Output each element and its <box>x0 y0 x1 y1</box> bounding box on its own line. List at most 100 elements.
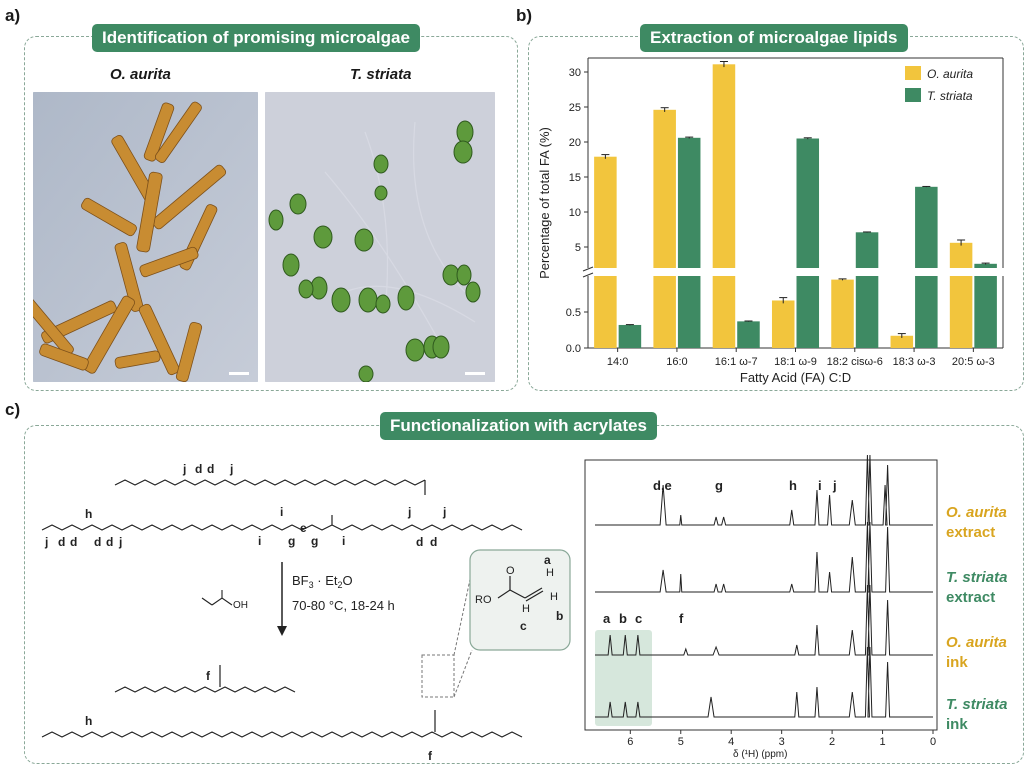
product-label-f1: f <box>206 669 211 683</box>
inset-h1: H <box>522 603 530 615</box>
tg-label-d3: d <box>94 535 101 549</box>
tg-label-d2: d <box>70 535 77 549</box>
bar-aurita <box>831 279 854 348</box>
nmr-x-tick-label: 2 <box>829 736 835 748</box>
inset-structure <box>497 576 544 602</box>
tg-label-g2: g <box>311 534 318 548</box>
product-label-h: h <box>85 714 92 728</box>
inset-c: c <box>520 619 527 633</box>
nmr-trace-3 <box>595 584 933 656</box>
chart-y-label: Percentage of total FA (%) <box>537 127 552 279</box>
nmr-label-aurita-ink: O. aurita ink <box>946 634 1007 671</box>
y-tick-label-upper: 10 <box>569 207 581 219</box>
nmr-x-tick-label: 3 <box>779 736 785 748</box>
bar-striata-lower <box>796 276 820 348</box>
legend-label-aurita: O. aurita <box>927 67 973 81</box>
aurita-filaments <box>33 92 258 382</box>
micrograph-aurita <box>33 92 258 382</box>
acrylate-inset <box>469 549 571 651</box>
nmr-spectra: 6 5 4 3 2 1 0 d,e g h i j a b c f δ (¹H) (ppm) <box>584 455 938 760</box>
bar-striata <box>737 321 760 348</box>
nmr-peak-g: g <box>715 478 723 493</box>
nmr-peak-h: h <box>789 478 797 493</box>
tg-label-j1: j <box>44 535 48 549</box>
inset-connector-bottom <box>453 649 473 698</box>
tg-label-j6: j <box>442 505 446 519</box>
tg-label-g1: g <box>288 534 295 548</box>
bar-striata-lower <box>855 276 879 348</box>
tg-label-e: e <box>300 521 307 535</box>
bar-aurita <box>771 300 795 348</box>
tg-label-d8: d <box>430 535 437 549</box>
y-tick-label-upper: 20 <box>569 137 581 149</box>
panel-b-title: Extraction of microalgae lipids <box>640 24 908 52</box>
x-tick-label: 14:0 <box>607 356 628 368</box>
inset-connector-top <box>453 569 473 656</box>
reagent-label: BF3 · Et2O <box>292 573 353 590</box>
micrograph-striata <box>265 92 495 382</box>
acrylic-acid-oh: OH <box>233 600 248 611</box>
nmr-peak-de: d,e <box>653 478 672 493</box>
x-tick-label: 18:1 ω-9 <box>774 356 817 368</box>
legend-label-striata: T. striata <box>927 89 973 103</box>
x-tick-label: 16:1 ω-7 <box>715 356 758 368</box>
bar-striata-lower <box>974 276 997 348</box>
bar-striata-lower <box>915 276 938 348</box>
nmr-frame <box>584 459 938 731</box>
panel-c-title: Functionalization with acrylates <box>380 412 657 440</box>
nmr-label-striata-ink: T. striata ink <box>946 696 1008 733</box>
bar-aurita-lower <box>712 276 736 348</box>
inset-a: a <box>544 553 551 567</box>
striata-cells <box>265 92 495 382</box>
nmr-trace-4 <box>595 646 933 718</box>
nmr-x-tick-label: 4 <box>728 736 734 748</box>
bar-aurita-lower <box>949 276 973 348</box>
panel-a-letter: a) <box>5 6 21 25</box>
bar-aurita <box>594 156 617 268</box>
tg-label-j3: j <box>182 462 186 476</box>
nmr-x-tick-label: 6 <box>627 736 633 748</box>
bar-aurita-lower <box>653 276 676 348</box>
bar-aurita-lower <box>594 276 617 348</box>
x-tick-label: 18:2 cisω-6 <box>827 356 883 368</box>
scale-bar-aurita <box>229 372 249 375</box>
tg-label-d6: d <box>207 462 214 476</box>
nmr-peak-f: f <box>679 611 684 626</box>
conditions-label: 70-80 °C, 18-24 h <box>292 598 395 613</box>
nmr-x-tick-label: 5 <box>678 736 684 748</box>
inset-h3: H <box>550 591 558 603</box>
reaction-arrowhead <box>277 626 287 636</box>
product-structure <box>41 665 523 738</box>
nmr-label-striata-extract: T. striata extract <box>946 569 1008 606</box>
legend-swatch-aurita <box>905 66 921 80</box>
inset-ro: RO <box>475 594 492 606</box>
species-label-aurita: O. aurita <box>110 66 171 83</box>
bar-aurita <box>949 242 973 268</box>
panel-b-letter: b) <box>516 6 533 25</box>
tg-label-j2: j <box>118 535 122 549</box>
y-tick-label-upper: 5 <box>575 242 581 254</box>
axis-break-mark <box>582 266 594 272</box>
bar-aurita <box>712 64 736 268</box>
bar-striata <box>796 138 820 268</box>
tg-label-d7: d <box>416 535 423 549</box>
nmr-xlabel: δ (¹H) (ppm) <box>733 749 787 760</box>
species-label-striata: T. striata <box>350 66 412 83</box>
y-tick-label-upper: 25 <box>569 102 581 114</box>
nmr-x-tick-label: 1 <box>879 736 885 748</box>
inset-o: O <box>506 565 515 577</box>
bar-striata <box>915 186 938 268</box>
tg-label-j4: j <box>229 462 233 476</box>
tg-label-h: h <box>85 507 92 521</box>
nmr-peak-i: i <box>818 478 822 493</box>
y-tick-label-upper: 30 <box>569 67 581 79</box>
tg-label-d5: d <box>195 462 202 476</box>
x-tick-label: 16:0 <box>666 356 687 368</box>
bar-striata-lower <box>677 276 701 348</box>
nmr-label-aurita-extract: O. aurita extract <box>946 504 1007 541</box>
bar-aurita <box>890 335 914 348</box>
nmr-peak-b: b <box>619 611 627 626</box>
tg-label-i2: i <box>258 534 261 548</box>
nmr-x-tick-label: 0 <box>930 736 936 748</box>
product-label-f2: f <box>428 749 433 760</box>
